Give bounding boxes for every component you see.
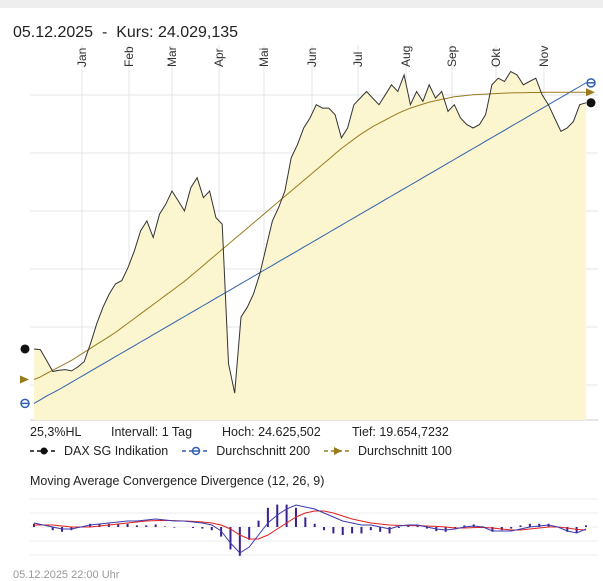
stat-high: Hoch: 24.625,502 bbox=[222, 425, 321, 439]
stat-low: Tief: 19.654,7232 bbox=[352, 425, 449, 439]
price-area bbox=[34, 71, 586, 420]
x-tick-label: Nov bbox=[537, 46, 551, 67]
legend-label-ma100: Durchschnitt 100 bbox=[358, 444, 452, 458]
ma100-end-marker bbox=[586, 88, 595, 97]
x-tick-label: Aug bbox=[399, 46, 413, 67]
price-line bbox=[33, 70, 587, 394]
legend-dot-icon bbox=[30, 447, 58, 455]
x-tick-label: Mar bbox=[165, 46, 179, 67]
legend-item-ma200[interactable]: Durchschnitt 200 bbox=[182, 444, 310, 458]
ma100-start-marker bbox=[20, 375, 29, 384]
stat-interval: Intervall: 1 Tag bbox=[111, 425, 193, 439]
footer-timestamp: 05.12.2025 22:00 Uhr bbox=[13, 569, 120, 581]
macd-signal-line bbox=[34, 510, 587, 540]
macd-chart bbox=[30, 498, 598, 556]
legend-label-ma200: Durchschnitt 200 bbox=[216, 444, 311, 458]
header-kurs-label: Kurs: bbox=[116, 24, 154, 41]
legend-item-ma100[interactable]: Durchschnitt 100 bbox=[324, 444, 452, 458]
x-tick-label: Apr bbox=[212, 48, 226, 67]
legend-label-price: DAX SG Indikation bbox=[64, 444, 169, 458]
chart-header: 05.12.2025 - Kurs: 24.029,135 bbox=[13, 24, 238, 42]
stat-range: 25,3%HL bbox=[30, 425, 82, 439]
x-tick-label: Jun bbox=[305, 48, 319, 67]
legend-ring-icon bbox=[182, 446, 211, 456]
ma200-line bbox=[33, 82, 587, 404]
top-bar bbox=[0, 0, 603, 8]
header-date: 05.12.2025 bbox=[13, 24, 94, 41]
x-tick-label: Sep bbox=[445, 45, 459, 67]
macd-line bbox=[33, 504, 587, 554]
header-separator: - bbox=[101, 24, 108, 41]
header-kurs-value: 24.029,135 bbox=[157, 24, 239, 41]
price-start-marker bbox=[20, 344, 30, 354]
x-tick-label: Mai bbox=[257, 48, 271, 67]
ma100-line bbox=[33, 91, 586, 380]
x-tick-label: Okt bbox=[489, 48, 503, 67]
x-tick-label: Jul bbox=[351, 52, 365, 67]
x-tick-label: Jan bbox=[75, 48, 89, 67]
macd-title: Moving Average Convergence Divergence (1… bbox=[30, 474, 325, 488]
chart-legend: DAX SG Indikation Durchschnitt 200 Durch… bbox=[30, 444, 466, 458]
legend-arrow-icon bbox=[324, 447, 353, 455]
series-markers bbox=[20, 78, 596, 409]
x-tick-label: Feb bbox=[122, 46, 136, 67]
x-axis-labels: Jan Feb Mar Apr Mai Jun Jul Aug Sep Okt Nov bbox=[75, 45, 551, 67]
price-end-marker bbox=[586, 98, 596, 108]
legend-item-price[interactable]: DAX SG Indikation bbox=[30, 444, 168, 458]
